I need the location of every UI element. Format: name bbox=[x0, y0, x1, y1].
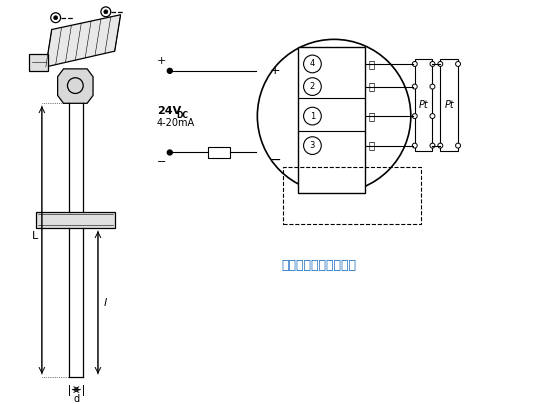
Circle shape bbox=[413, 61, 417, 66]
Circle shape bbox=[413, 84, 417, 89]
Circle shape bbox=[54, 16, 58, 20]
Bar bbox=[283, 167, 421, 224]
Circle shape bbox=[167, 68, 172, 73]
Circle shape bbox=[304, 137, 321, 154]
Text: DC: DC bbox=[177, 111, 188, 120]
Text: 红: 红 bbox=[369, 111, 375, 121]
Text: 24V: 24V bbox=[157, 106, 181, 116]
Circle shape bbox=[257, 39, 411, 193]
Text: 2: 2 bbox=[310, 82, 315, 91]
Polygon shape bbox=[46, 15, 121, 67]
Circle shape bbox=[455, 61, 460, 66]
Text: 3: 3 bbox=[310, 141, 315, 150]
Polygon shape bbox=[58, 69, 93, 103]
Text: 热电阻：三线或四线制: 热电阻：三线或四线制 bbox=[282, 259, 357, 272]
Bar bbox=[297, 47, 365, 193]
Text: 红: 红 bbox=[369, 141, 375, 151]
Text: 4: 4 bbox=[310, 59, 315, 68]
Bar bbox=[415, 59, 433, 151]
Circle shape bbox=[438, 143, 443, 148]
Text: 白: 白 bbox=[369, 82, 375, 92]
Circle shape bbox=[430, 84, 435, 89]
Circle shape bbox=[304, 55, 321, 73]
Circle shape bbox=[430, 143, 435, 148]
Circle shape bbox=[430, 61, 435, 66]
Bar bbox=[36, 212, 115, 228]
Circle shape bbox=[304, 78, 321, 95]
Bar bbox=[208, 147, 230, 158]
Text: 白: 白 bbox=[369, 59, 375, 69]
Text: L: L bbox=[32, 231, 38, 241]
Circle shape bbox=[455, 143, 460, 148]
Text: +: + bbox=[157, 56, 167, 66]
Circle shape bbox=[104, 10, 108, 14]
Text: Pt: Pt bbox=[444, 100, 454, 110]
Text: −: − bbox=[269, 152, 281, 166]
Text: 1: 1 bbox=[310, 112, 315, 120]
Text: 4-20mA: 4-20mA bbox=[157, 118, 195, 128]
Circle shape bbox=[413, 143, 417, 148]
Text: +: + bbox=[270, 64, 280, 77]
Bar bbox=[440, 59, 458, 151]
Text: −: − bbox=[157, 157, 167, 167]
Circle shape bbox=[167, 150, 172, 155]
Text: Pt: Pt bbox=[419, 100, 429, 110]
Circle shape bbox=[430, 114, 435, 118]
Circle shape bbox=[438, 61, 443, 66]
Text: d: d bbox=[73, 394, 80, 404]
Circle shape bbox=[413, 114, 417, 118]
Polygon shape bbox=[29, 54, 48, 71]
Circle shape bbox=[304, 107, 321, 125]
Text: l: l bbox=[103, 298, 106, 308]
